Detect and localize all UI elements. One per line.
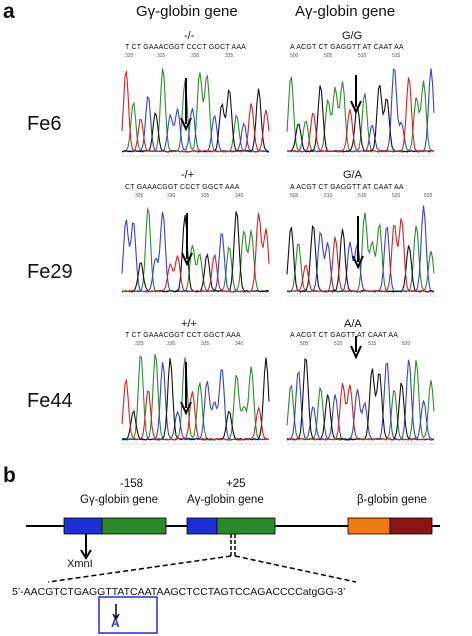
sample-label-fe44: Fe44 [27, 390, 73, 412]
chromatogram-fe44-g-gamma [121, 354, 270, 445]
col-title-g-gamma: Gγ-globin gene [136, 3, 238, 20]
tick-label: 515 [358, 193, 367, 199]
trace-A [286, 76, 435, 153]
tick-label: 335 [225, 53, 234, 59]
sequence-line: 5’-AACGTCTGAGGTTATCAATAAGCTCCTAGTCCAGACC… [12, 586, 346, 598]
xmn-label: XmnI [67, 558, 93, 570]
tick-label: 330 [167, 193, 176, 199]
tick-label: 325 [157, 53, 166, 59]
arrow-marker-icon [180, 362, 192, 416]
seq-fe29-g: CT GAAACGGT CCCT GGCT AAA [125, 184, 240, 191]
chromatogram-fe44-a-gamma [286, 358, 435, 445]
genotype-fe44-g: +/+ [181, 318, 197, 330]
label-beta-globin-gene: β-globin gene [357, 494, 427, 506]
a-gamma-exon-green [216, 517, 276, 535]
trace-G [121, 357, 270, 441]
zoom-line [234, 555, 357, 583]
position-minus-158: -158 [120, 478, 144, 490]
tick-label: 335 [201, 341, 210, 347]
arrow-marker-icon [180, 78, 192, 132]
panel-a-letter: a [3, 0, 15, 23]
label-a-gamma-gene: Aγ-globin gene [187, 494, 264, 506]
label-g-gamma-gene: Gγ-globin gene [80, 494, 158, 506]
seq-fe6-g: T CT GAAACGGT CCCT GGCT AAA [125, 44, 247, 51]
trace-T [287, 77, 435, 153]
trace-T [286, 383, 435, 441]
seq-fe44-g: T CT GAAACGGT CCT GGCT AAA [125, 332, 241, 339]
chromatogram-fe6-g-gamma [121, 68, 270, 157]
beta-exon-orange [347, 517, 391, 535]
col-title-a-gamma: Aγ-globin gene [295, 3, 396, 20]
trace-A [121, 354, 269, 441]
position-plus-25: +25 [226, 478, 246, 490]
chromatogram-fe29-a-gamma [286, 205, 435, 297]
zoom-line [47, 555, 232, 583]
tick-label: 335 [201, 193, 210, 199]
tick-label: 510 [358, 53, 367, 59]
tick-label: 340 [235, 193, 244, 199]
arrow-marker-icon [352, 216, 364, 270]
tick-label: 515 [392, 53, 401, 59]
seq-fe6-a: A ACGT CT GAGGTT AT CAAT AA [290, 44, 404, 51]
trace-C [286, 359, 435, 441]
trace-G [286, 84, 435, 153]
tick-label: 505 [324, 53, 333, 59]
variant-box [98, 596, 158, 634]
genotype-fe29-g: -/+ [181, 169, 195, 181]
trace-A [121, 207, 270, 293]
seq-fe44-a: A ACGT CT GAGTT AT CAAT AA [290, 332, 399, 339]
genotype-fe6-a: G/G [342, 30, 363, 42]
seq-fe29-a: A ACGT CT GAGGTT AT CAAT AA [290, 184, 404, 191]
tick-label: 325 [135, 341, 144, 347]
tick-label: 510 [334, 341, 343, 347]
arrow-marker-icon [350, 75, 362, 115]
trace-T [121, 70, 270, 153]
tick-label: 330 [191, 53, 200, 59]
g-gamma-exon-blue [63, 517, 103, 535]
sample-label-fe29: Fe29 [27, 261, 73, 283]
tick-label: 505 [300, 341, 309, 347]
genotype-fe6-g: -/- [184, 30, 195, 42]
trace-T [286, 218, 435, 293]
beta-exon-maroon [389, 517, 433, 535]
tick-label: 525 [424, 193, 433, 199]
trace-G [286, 225, 435, 293]
tick-label: 520 [392, 193, 401, 199]
arrow-marker-icon [350, 336, 362, 360]
tick-label: 330 [167, 341, 176, 347]
genotype-fe44-a: A/A [344, 318, 362, 330]
tick-label: 325 [135, 193, 144, 199]
chromatogram-fe6-a-gamma [286, 68, 435, 157]
gene-map [26, 517, 440, 634]
trace-C [121, 95, 270, 153]
tick-label: 520 [402, 341, 411, 347]
trace-G [121, 211, 270, 293]
arrow-marker-icon [181, 213, 193, 267]
a-gamma-exon-blue [186, 517, 218, 535]
variant-base: A [111, 616, 120, 630]
trace-T [121, 213, 270, 293]
tick-label: 320 [125, 53, 134, 59]
tick-label: 500 [290, 53, 299, 59]
trace-T [121, 378, 270, 441]
tick-label: 510 [324, 193, 333, 199]
panel-b-letter: b [3, 464, 16, 487]
tick-label: 340 [235, 341, 244, 347]
sample-label-fe6: Fe6 [27, 113, 62, 135]
genotype-fe29-a: G/A [343, 169, 362, 181]
tick-label: 505 [290, 193, 299, 199]
chromatogram-fe29-g-gamma [121, 207, 270, 297]
tick-label: 515 [368, 341, 377, 347]
g-gamma-exon-green [101, 517, 167, 535]
